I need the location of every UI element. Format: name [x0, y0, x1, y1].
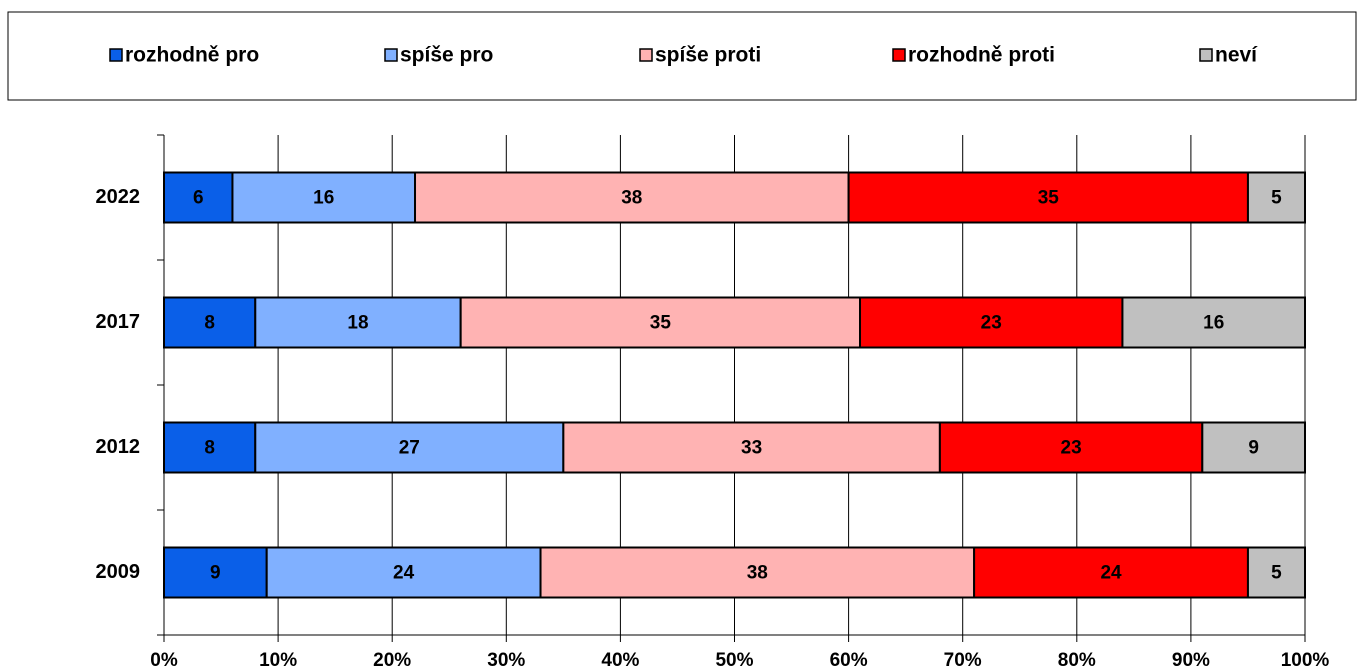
- x-tick-label: 60%: [830, 650, 868, 671]
- data-label: 18: [347, 313, 368, 334]
- legend-swatch: [384, 48, 398, 62]
- bar-segment: [163, 546, 268, 599]
- data-label: 38: [621, 188, 642, 209]
- data-label: 8: [204, 438, 215, 459]
- legend-label: spíše pro: [400, 44, 493, 67]
- x-tick-label: 10%: [259, 650, 297, 671]
- bar-segment: [254, 296, 462, 349]
- data-label: 5: [1271, 188, 1282, 209]
- x-tick-label: 100%: [1281, 650, 1330, 671]
- legend-label: rozhodně proti: [908, 44, 1055, 67]
- x-tick-label: 80%: [1058, 650, 1096, 671]
- x-tick-label: 50%: [715, 650, 753, 671]
- data-label: 38: [747, 563, 768, 584]
- x-tick-label: 90%: [1172, 650, 1210, 671]
- bar-segment: [265, 546, 542, 599]
- data-label: 9: [210, 563, 221, 584]
- bar-segment: [459, 296, 862, 349]
- bar-segment: [163, 296, 257, 349]
- data-label: 23: [981, 313, 1002, 334]
- legend-label: neví: [1215, 44, 1258, 67]
- bar-segment: [938, 421, 1204, 474]
- data-label: 27: [399, 438, 420, 459]
- legend-box: [7, 11, 1357, 101]
- bar-segment: [163, 421, 257, 474]
- x-tick-label: 40%: [601, 650, 639, 671]
- bar-segment: [539, 546, 976, 599]
- bar-segment: [1246, 171, 1306, 224]
- bar-segment: [973, 546, 1249, 599]
- bar-segment: [1201, 421, 1307, 474]
- data-label: 6: [193, 188, 204, 209]
- bar-segment: [1246, 546, 1306, 599]
- bar-segment: [847, 171, 1249, 224]
- legend-swatch: [109, 48, 123, 62]
- data-label: 16: [313, 188, 334, 209]
- legend-label: rozhodně pro: [125, 44, 259, 67]
- x-tick-label: 20%: [373, 650, 411, 671]
- y-tick-label: 2009: [96, 561, 141, 583]
- bar-segment: [254, 421, 565, 474]
- data-label: 23: [1061, 438, 1082, 459]
- bar-segment: [414, 171, 850, 224]
- x-tick-label: 70%: [944, 650, 982, 671]
- data-label: 24: [393, 563, 415, 584]
- data-label: 8: [204, 313, 215, 334]
- data-label: 24: [1100, 563, 1122, 584]
- data-label: 33: [741, 438, 762, 459]
- data-label: 9: [1248, 438, 1259, 459]
- y-tick-label: 2022: [96, 186, 141, 208]
- bar-segment: [231, 171, 417, 224]
- y-tick-label: 2012: [96, 436, 141, 458]
- data-label: 16: [1203, 313, 1224, 334]
- x-tick-label: 0%: [150, 650, 178, 671]
- legend-swatch: [639, 48, 653, 62]
- x-tick-label: 30%: [487, 650, 525, 671]
- data-label: 35: [650, 313, 672, 334]
- legend-swatch: [1199, 48, 1213, 62]
- bar-segment: [163, 171, 234, 224]
- data-label: 5: [1271, 563, 1282, 584]
- bar-segment: [859, 296, 1124, 349]
- bar-segment: [1121, 296, 1306, 349]
- legend-label: spíše proti: [655, 44, 761, 67]
- legend-swatch: [892, 48, 906, 62]
- y-tick-label: 2017: [96, 311, 141, 333]
- data-label: 35: [1038, 188, 1060, 209]
